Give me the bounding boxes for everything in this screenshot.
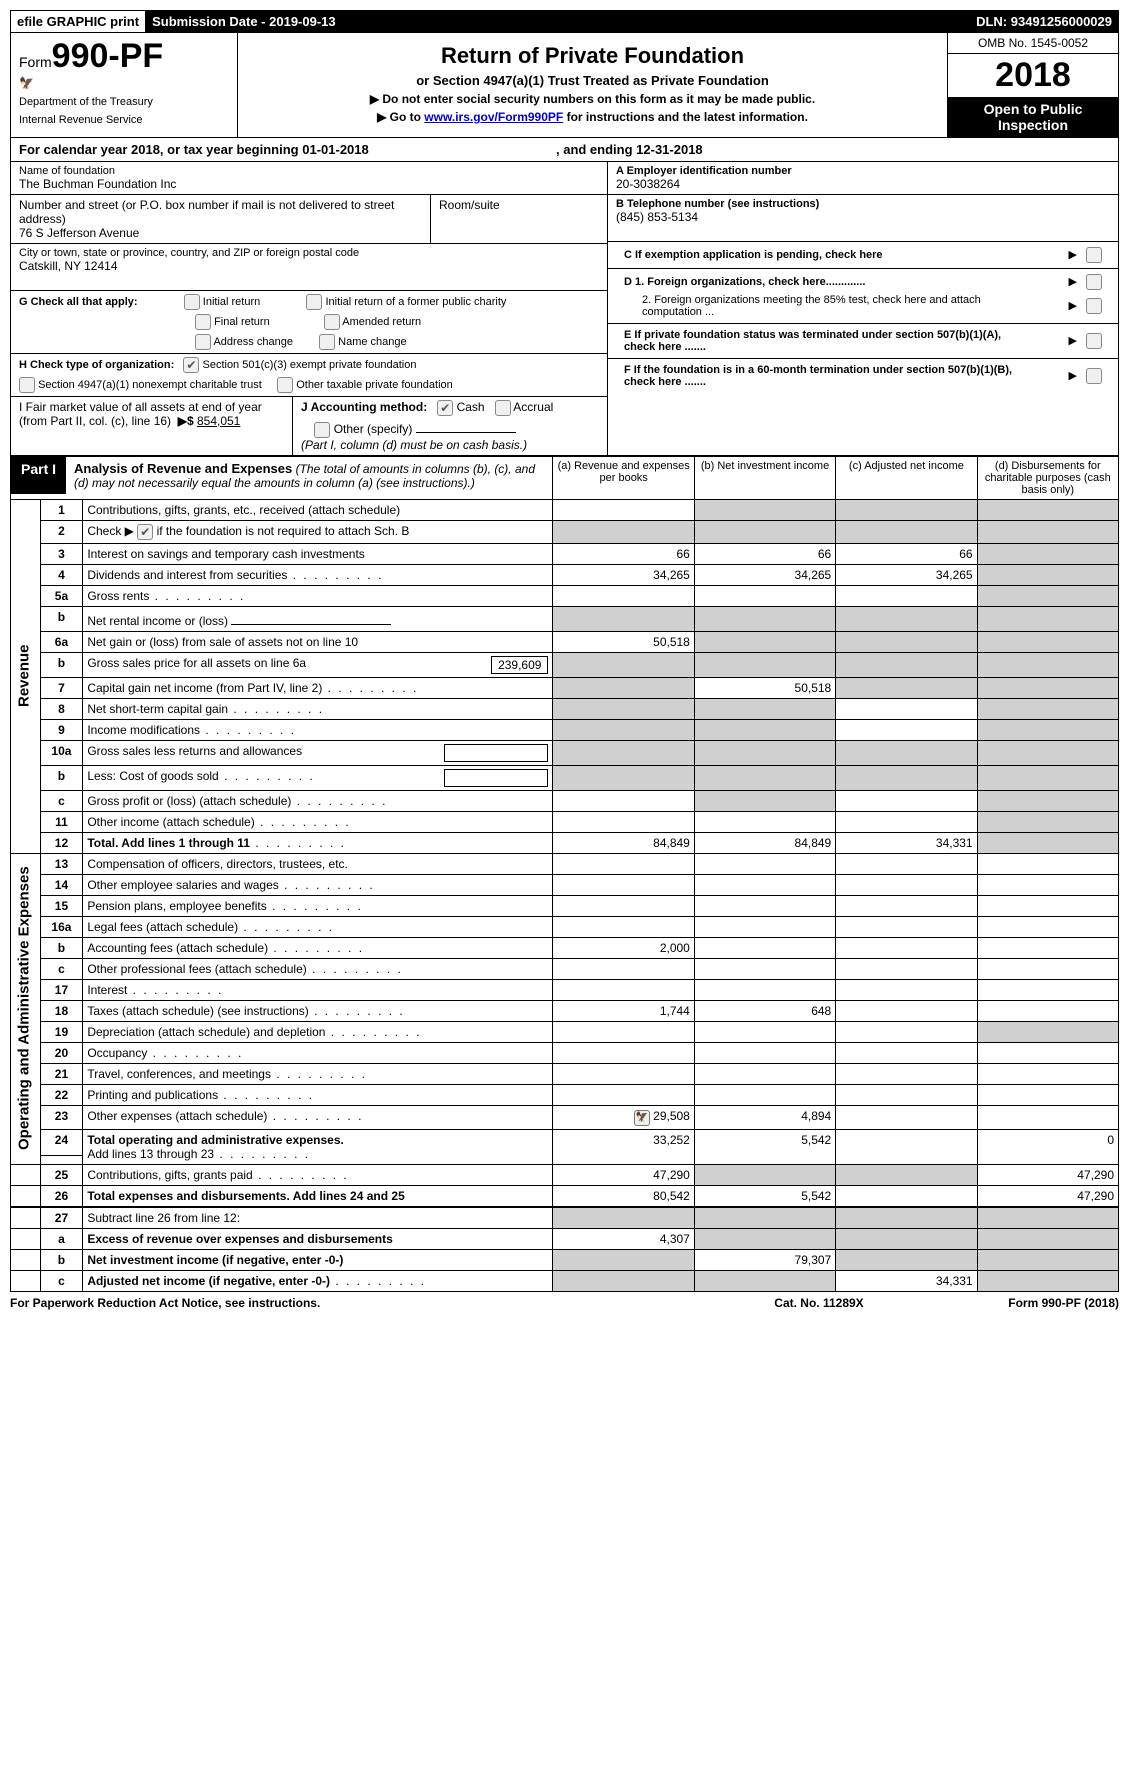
section-h: H Check type of organization: Section 50… [11, 354, 607, 397]
address-change-checkbox[interactable] [195, 334, 211, 350]
section-d: D 1. Foreign organizations, check here..… [608, 269, 1118, 324]
exemption-pending-checkbox[interactable] [1086, 247, 1102, 263]
status-terminated-checkbox[interactable] [1086, 333, 1102, 349]
gross-sales-price: 239,609 [491, 656, 548, 674]
header-left: Form990-PF 🦅 Department of the Treasury … [11, 33, 238, 137]
phone-cell: B Telephone number (see instructions) (8… [608, 195, 1118, 242]
initial-return-checkbox[interactable] [184, 294, 200, 310]
spacer [343, 11, 970, 32]
form-footer: Form 990-PF (2018) [919, 1296, 1119, 1310]
other-taxable-checkbox[interactable] [277, 377, 293, 393]
ein-value: 20-3038264 [616, 177, 1110, 191]
sch-b-checkbox[interactable] [137, 524, 153, 540]
section-c: C If exemption application is pending, c… [608, 242, 1118, 269]
irs-logo-icon: 🦅 [19, 76, 229, 90]
foreign-org-checkbox[interactable] [1086, 274, 1102, 290]
col-d-header: (d) Disbursements for charitable purpose… [977, 456, 1118, 499]
section-e: E If private foundation status was termi… [608, 324, 1118, 359]
irs-link[interactable]: www.irs.gov/Form990PF [424, 110, 563, 124]
header-right: OMB No. 1545-0052 2018 Open to Public In… [947, 33, 1118, 137]
form-label: Form [19, 54, 52, 70]
part1-tag: Part I [11, 457, 66, 494]
form-number: 990-PF [52, 37, 164, 75]
form-subtitle: or Section 4947(a)(1) Trust Treated as P… [244, 73, 941, 88]
calendar-year: For calendar year 2018, or tax year begi… [11, 138, 1118, 162]
section-g: G Check all that apply: Initial return I… [11, 291, 607, 354]
section-f: F If the foundation is in a 60-month ter… [608, 359, 1118, 393]
fmv-value: 854,051 [197, 414, 240, 428]
revenue-label: Revenue [11, 499, 41, 853]
phone-value: (845) 853-5134 [616, 210, 1110, 224]
city-state-zip: Catskill, NY 12414 [19, 259, 599, 273]
foundation-name-cell: Name of foundation The Buchman Foundatio… [11, 162, 607, 195]
accrual-checkbox[interactable] [495, 400, 511, 416]
expenses-label: Operating and Administrative Expenses [11, 853, 41, 1164]
amended-checkbox[interactable] [324, 314, 340, 330]
top-bar: efile GRAPHIC print Submission Date - 20… [10, 10, 1119, 33]
form-title: Return of Private Foundation [244, 43, 941, 69]
city-cell: City or town, state or province, country… [11, 244, 607, 291]
open-inspection: Open to Public Inspection [948, 97, 1118, 137]
street-address: 76 S Jefferson Avenue [19, 226, 422, 240]
tax-year: 2018 [948, 54, 1118, 97]
501c3-checkbox[interactable] [183, 357, 199, 373]
paperwork-notice: For Paperwork Reduction Act Notice, see … [10, 1296, 719, 1310]
dept-treasury: Department of the Treasury [19, 96, 229, 108]
final-return-checkbox[interactable] [195, 314, 211, 330]
cash-checkbox[interactable] [437, 400, 453, 416]
section-i: I Fair market value of all assets at end… [11, 397, 293, 455]
ssn-warning: ▶ Do not enter social security numbers o… [370, 92, 815, 106]
4947-checkbox[interactable] [19, 377, 35, 393]
foundation-name: The Buchman Foundation Inc [19, 177, 599, 191]
col-a-header: (a) Revenue and expenses per books [553, 456, 694, 499]
attachment-icon[interactable]: 🦅 [634, 1110, 650, 1126]
col-c-header: (c) Adjusted net income [836, 456, 977, 499]
submission-date: Submission Date - 2019-09-13 [146, 11, 343, 32]
name-change-checkbox[interactable] [319, 334, 335, 350]
form-header: Form990-PF 🦅 Department of the Treasury … [10, 33, 1119, 138]
room-cell: Room/suite [431, 195, 607, 243]
ein-cell: A Employer identification number 20-3038… [608, 162, 1118, 195]
address-cell: Number and street (or P.O. box number if… [11, 195, 431, 243]
other-method-checkbox[interactable] [314, 422, 330, 438]
page-footer: For Paperwork Reduction Act Notice, see … [10, 1292, 1119, 1314]
initial-former-checkbox[interactable] [306, 294, 322, 310]
85pct-checkbox[interactable] [1086, 298, 1102, 314]
efile-label: efile GRAPHIC print [11, 11, 146, 32]
part1-table: Part I Analysis of Revenue and Expenses … [10, 456, 1119, 1292]
omb-number: OMB No. 1545-0052 [948, 33, 1118, 54]
dept-irs: Internal Revenue Service [19, 114, 229, 126]
part1-title: Analysis of Revenue and Expenses (The to… [66, 457, 552, 494]
col-b-header: (b) Net investment income [694, 456, 835, 499]
header-center: Return of Private Foundation or Section … [238, 33, 947, 137]
section-j: J Accounting method: Cash Accrual Other … [293, 397, 607, 455]
cat-no: Cat. No. 11289X [719, 1296, 919, 1310]
dln: DLN: 93491256000029 [970, 11, 1118, 32]
60month-checkbox[interactable] [1086, 368, 1102, 384]
